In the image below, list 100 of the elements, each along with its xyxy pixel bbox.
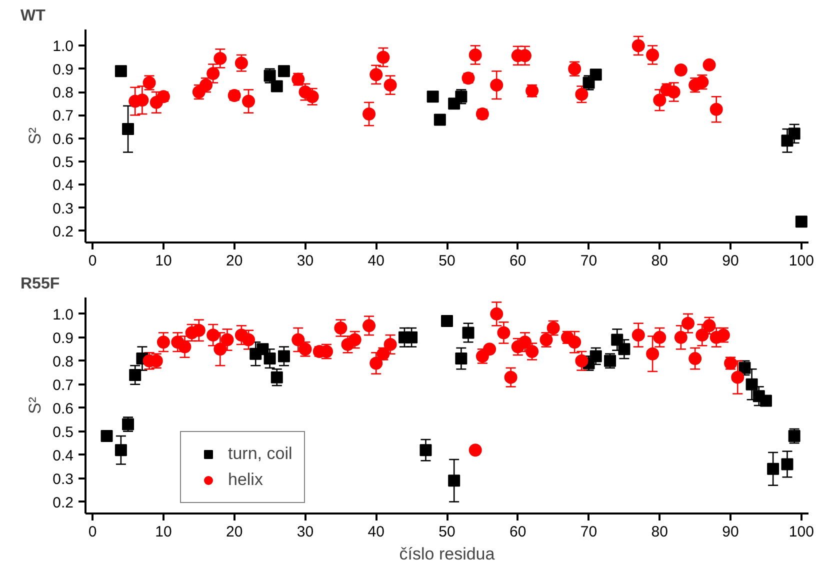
point	[192, 324, 206, 337]
point	[674, 64, 688, 77]
point	[632, 328, 645, 342]
point	[206, 67, 220, 80]
point	[348, 333, 362, 346]
point	[114, 65, 127, 78]
point	[760, 394, 772, 407]
point	[100, 430, 113, 442]
x-tick-label: 100	[788, 524, 814, 540]
x-tick-label: 10	[155, 252, 172, 270]
point	[448, 474, 460, 487]
y-tick-label: 1.0	[52, 38, 74, 56]
point	[434, 114, 446, 126]
y-tick-label: 0.3	[52, 470, 74, 488]
point	[526, 345, 539, 358]
x-tick-label: 0	[88, 252, 97, 270]
y-axis-title: S²	[26, 396, 45, 414]
x-tick-label: 10	[155, 524, 172, 540]
point	[696, 328, 709, 342]
x-tick-label: 30	[296, 524, 314, 540]
y-tick-label: 0.9	[52, 330, 74, 347]
y-tick-label: 0.4	[52, 447, 74, 464]
point	[384, 78, 397, 92]
point	[455, 352, 468, 365]
point	[767, 462, 780, 475]
point	[214, 342, 227, 356]
x-tick-label: 40	[368, 524, 384, 540]
point	[795, 216, 808, 228]
point	[674, 330, 688, 344]
point	[746, 378, 758, 390]
point	[504, 370, 518, 384]
y-tick-label: 1.0	[52, 306, 74, 324]
y-tick-label: 0.5	[52, 154, 74, 171]
point	[122, 123, 134, 136]
point	[370, 68, 383, 82]
x-tick-label: 90	[722, 524, 739, 540]
point	[426, 90, 439, 103]
x-tick-label: 0	[88, 524, 97, 540]
chart-title: R55F	[20, 276, 60, 292]
point	[278, 350, 290, 362]
point	[575, 88, 588, 101]
point	[788, 128, 800, 140]
y-tick-label: 0.7	[52, 376, 74, 394]
point	[362, 319, 376, 332]
point	[611, 334, 624, 346]
point	[688, 352, 702, 366]
point	[731, 370, 744, 384]
point	[702, 319, 716, 332]
point	[653, 330, 666, 344]
x-tick-label: 40	[368, 252, 384, 270]
point	[646, 48, 660, 62]
point	[518, 336, 532, 349]
y-tick-label: 0.9	[52, 61, 74, 78]
y-tick-label: 0.6	[52, 130, 74, 148]
point	[270, 80, 283, 92]
point	[590, 350, 602, 362]
y-tick-label: 0.5	[52, 424, 74, 441]
point	[234, 56, 248, 70]
point	[468, 444, 482, 457]
point	[667, 86, 680, 98]
x-tick-label: 80	[651, 252, 668, 270]
y-tick-label: 0.6	[52, 400, 74, 418]
point	[242, 333, 256, 346]
point	[682, 316, 694, 330]
point	[362, 108, 376, 120]
x-axis-title: číslo residua	[399, 544, 496, 564]
point	[278, 65, 290, 78]
y-tick-label: 0.8	[52, 84, 74, 102]
y-axis-title: S²	[26, 127, 45, 144]
point	[370, 356, 383, 370]
y-tick-label: 0.2	[52, 494, 74, 512]
point	[136, 94, 149, 107]
point	[497, 326, 510, 340]
point	[270, 371, 283, 384]
point	[220, 333, 234, 346]
point	[206, 328, 220, 342]
point	[178, 340, 192, 354]
point	[702, 58, 716, 72]
y-tick-label: 0.4	[52, 177, 74, 194]
point	[242, 94, 256, 108]
point	[575, 354, 588, 368]
point	[568, 336, 582, 349]
point	[129, 368, 142, 381]
legend-label: helix	[228, 470, 263, 490]
point	[646, 347, 660, 360]
x-tick-label: 80	[651, 524, 668, 540]
x-tick-label: 70	[580, 252, 598, 270]
point	[710, 102, 723, 116]
point	[384, 338, 397, 351]
point	[462, 326, 474, 339]
x-tick-label: 50	[438, 252, 456, 270]
point	[114, 444, 127, 456]
point	[256, 343, 269, 356]
point	[420, 444, 432, 456]
x-tick-label: 60	[510, 252, 526, 270]
y-tick-label: 0.2	[52, 223, 74, 240]
y-tick-label: 0.3	[52, 200, 74, 218]
point	[306, 90, 319, 104]
point	[653, 94, 666, 107]
point	[468, 48, 482, 62]
